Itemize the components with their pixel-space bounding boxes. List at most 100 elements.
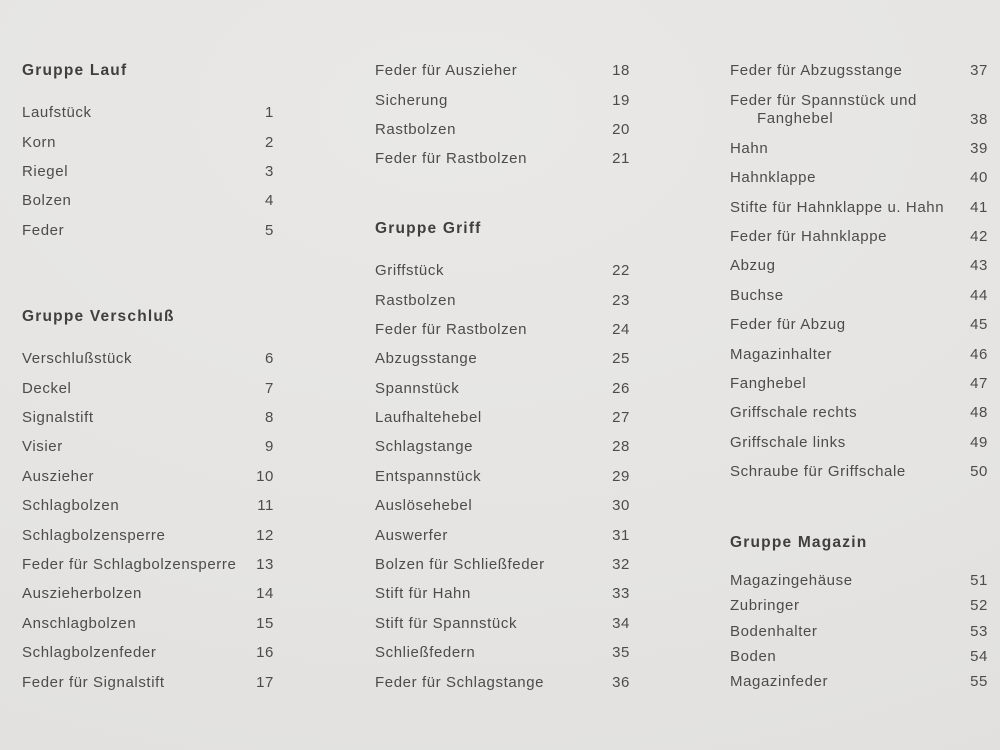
item-label: Buchse [730,286,784,304]
item-label: Magazinhalter [730,345,833,363]
list-item: Auszieherbolzen 14 [22,579,274,608]
list-item: Bolzen für Schließfeder 32 [375,550,630,579]
item-number: 48 [970,404,988,422]
list-item: Hahnklappe 40 [730,163,988,192]
item-number: 10 [256,467,274,485]
list-item: Feder für Abzugsstange 37 [730,56,988,85]
items-block: Magazingehäuse 51 Zubringer 52 Bodenhalter 53… [730,568,988,693]
item-label: Korn [22,133,57,151]
list-item: Auslösehebel 30 [375,491,630,520]
list-item: Schließfedern 35 [375,638,630,667]
item-label: Auszieher [22,467,95,485]
list-item: Boden 54 [730,644,988,669]
group-heading: Gruppe Magazin [730,534,868,552]
item-number: 18 [612,62,630,80]
item-label: Bodenhalter [730,622,818,640]
item-number: 29 [612,467,630,485]
item-number: 3 [265,163,274,181]
item-label: Abzugsstange [375,350,478,368]
list-item: Korn 2 [22,128,274,157]
item-label: Feder [22,221,65,239]
item-label: Auszieherbolzen [22,585,142,603]
item-number: 8 [265,409,274,426]
item-label-line2: Fanghebel [757,110,834,128]
item-number: 50 [970,463,988,481]
item-number: 46 [970,345,988,363]
item-number: 38 [970,110,988,128]
list-item: Feder für Schlagstange 36 [375,668,630,697]
item-number: 42 [970,227,988,245]
item-label: Feder für Hahnklappe [730,227,888,245]
item-number: 47 [970,374,988,392]
list-item: Laufhaltehebel 27 [375,403,630,432]
item-label: Griffschale links [730,433,846,451]
column-1: Gruppe Lauf Laufstück 1 Korn 2 Riegel 3 Bolzen 4… [22,0,274,697]
list-item: Visier 9 [22,432,274,461]
item-number: 36 [612,673,630,691]
list-item: Hahn 39 [730,134,988,163]
item-label: Anschlagbolzen [22,614,137,632]
item-number: 41 [970,198,988,216]
list-item: Buchse 44 [730,281,988,310]
list-item: Abzugsstange 25 [375,344,630,373]
item-label: Stift für Spannstück [375,614,518,632]
item-number: 34 [612,614,630,632]
list-item: Fanghebel 47 [730,369,988,398]
item-number: 17 [256,673,274,691]
items-block: Laufstück 1 Korn 2 Riegel 3 Bolzen 4 Feder 5 [22,98,274,245]
item-number: 23 [612,291,630,309]
item-number: 44 [970,286,988,304]
list-item: Magazinfeder 55 [730,669,988,694]
item-label: Laufhaltehebel [375,409,482,427]
list-item: Schlagbolzensperre 12 [22,521,274,550]
list-item: Feder für Rastbolzen 21 [375,144,630,173]
item-number: 33 [612,585,630,603]
list-item: Bodenhalter 53 [730,619,988,644]
item-number: 15 [256,614,274,632]
list-item: Laufstück 1 [22,98,274,127]
item-label: Verschlußstück [22,350,133,368]
item-number: 22 [612,262,630,280]
list-item: Bolzen 4 [22,186,274,215]
item-number: 53 [970,622,988,640]
list-item: Abzug 43 [730,251,988,280]
item-label: Auslösehebel [375,497,473,515]
item-label: Bolzen für Schließfeder [375,556,545,574]
item-label: Feder für Schlagstange [375,673,545,691]
item-label: Feder für Auszieher [375,62,518,80]
list-item: Schlagbolzen 11 [22,491,274,520]
item-label: Rastbolzen [375,121,457,139]
group-heading: Gruppe Griff [375,220,482,238]
list-item: Riegel 3 [22,157,274,186]
item-label: Schlagbolzensperre [22,526,166,544]
list-item: Deckel 7 [22,374,274,403]
group-heading: Gruppe Lauf [22,62,128,80]
item-label: Fanghebel [730,374,807,392]
item-label: Zubringer [730,597,800,615]
item-label: Schraube für Griffschale [730,463,906,481]
item-number: 1 [265,104,274,122]
item-number: 24 [612,320,630,338]
item-label: Griffschale rechts [730,404,858,422]
item-number: 26 [612,379,630,397]
item-label: Feder für Spannstück und [730,91,918,109]
item-number: 32 [612,556,630,574]
list-item: Feder für Schlagbolzensperre 13 [22,550,274,579]
list-item: Griffschale links 49 [730,428,988,457]
list-item: Feder für Auszieher 18 [375,56,630,85]
list-item: Schlagbolzenfeder 16 [22,638,274,667]
item-label: Stift für Hahn [375,585,471,603]
list-item: Feder für Signalstift 17 [22,668,274,697]
item-number: 4 [265,192,274,210]
list-item: Rastbolzen 23 [375,286,630,315]
item-label: Bolzen [22,192,72,210]
item-label: Deckel [22,379,72,397]
list-item: Griffstück 22 [375,256,630,285]
list-item: Magazingehäuse 51 [730,568,988,593]
item-number: 6 [265,350,274,368]
item-label: Auswerfer [375,526,448,544]
item-number: 20 [612,121,630,139]
item-number: 7 [265,379,274,397]
item-label: Hahn [730,139,769,157]
